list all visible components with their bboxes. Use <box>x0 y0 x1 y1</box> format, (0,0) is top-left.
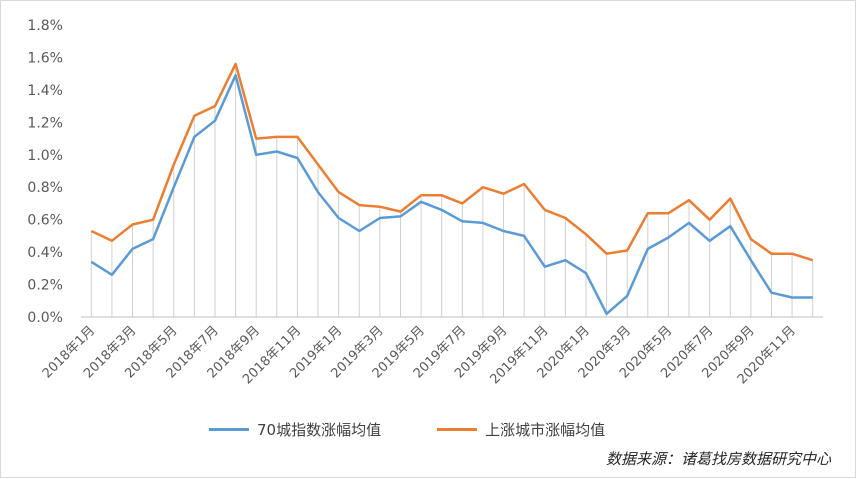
source-note: 数据来源：诸葛找房数据研究中心 <box>605 450 831 468</box>
y-tick-label: 1.0% <box>27 148 63 164</box>
y-tick-label: 0.6% <box>27 213 63 229</box>
series-line-2 <box>90 62 814 262</box>
legend-label-series-1: 70城指数涨幅均值 <box>257 421 382 439</box>
y-tick-label: 0.8% <box>27 180 63 196</box>
y-tick-label: 1.6% <box>27 50 63 66</box>
y-tick-label: 1.4% <box>27 83 63 99</box>
series-line-1 <box>90 74 813 316</box>
legend-item-series-1: 70城指数涨幅均值 <box>209 419 381 440</box>
legend-item-series-2: 上涨城市涨幅均值 <box>437 419 605 440</box>
y-tick-label: 0.2% <box>27 278 63 294</box>
legend-swatch-series-1 <box>209 428 249 431</box>
legend: 70城指数涨幅均值 上涨城市涨幅均值 <box>209 419 661 440</box>
y-tick-label: 1.2% <box>27 115 63 131</box>
y-tick-label: 0.0% <box>27 310 63 326</box>
y-tick-label: 0.4% <box>27 245 63 261</box>
y-tick-label: 1.8% <box>27 18 63 34</box>
legend-label-series-2: 上涨城市涨幅均值 <box>485 421 606 439</box>
legend-swatch-series-2 <box>437 428 478 431</box>
